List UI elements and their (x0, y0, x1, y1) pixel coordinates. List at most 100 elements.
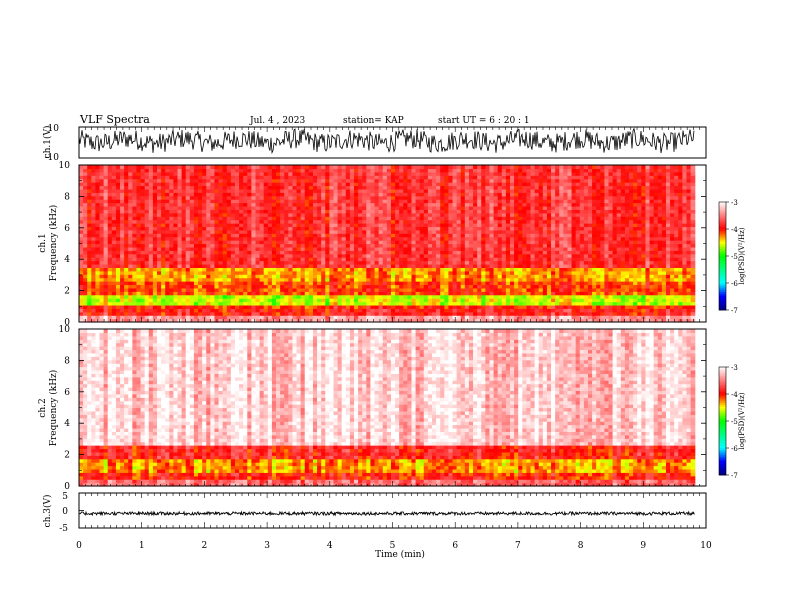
spectrogram-cell (432, 175, 437, 180)
spectrogram-cell (337, 182, 343, 187)
spectrogram-cell (481, 315, 486, 320)
spectrogram-cell (230, 223, 236, 228)
spectrogram-cell (485, 311, 491, 316)
spectrogram-cell (267, 212, 273, 217)
spectrogram-cell (378, 205, 384, 210)
spectrogram-cell (308, 267, 314, 272)
spectrogram-cell (395, 192, 400, 197)
spectrogram-cell (161, 311, 166, 316)
spectrogram-cell (329, 192, 335, 197)
spectrogram-cell (152, 301, 158, 306)
spectrogram-cell (464, 281, 470, 286)
spectrogram-cell (399, 246, 404, 251)
spectrogram-cell (403, 199, 408, 204)
spectrogram-cell (280, 294, 285, 299)
spectrogram-cell (407, 291, 413, 296)
spectrogram-cell (382, 287, 388, 292)
spectrogram-cell (99, 257, 105, 262)
spectrogram-cell (501, 257, 507, 262)
spectrogram-cell (251, 233, 257, 238)
spectrogram-cell (152, 263, 158, 268)
spectrogram-cell (505, 270, 511, 275)
spectrogram-cell (263, 175, 269, 180)
spectrogram-cell (181, 199, 187, 204)
spectrogram-cell (181, 311, 187, 316)
spectrogram-cell (464, 212, 470, 217)
spectrogram-cell (321, 168, 326, 173)
spectrogram-cell (165, 277, 170, 282)
spectrogram-cell (501, 165, 507, 170)
spectrogram-cell (374, 216, 380, 221)
spectrogram-cell (395, 304, 400, 309)
spectrogram-cell (485, 216, 491, 221)
spectrogram-cell (374, 260, 380, 265)
spectrogram-cell (193, 182, 199, 187)
spectrogram-cell (128, 284, 133, 289)
spectrogram-cell (292, 260, 298, 265)
spectrogram-cell (386, 165, 392, 170)
spectrogram-cell (173, 263, 179, 268)
spectrogram-cell (341, 195, 347, 200)
spectrogram-cell (407, 171, 413, 176)
spectrogram-cell (448, 318, 454, 323)
spectrogram-cell (156, 188, 162, 193)
spectrogram-cell (432, 260, 437, 265)
spectrogram-cell (115, 212, 121, 217)
spectrogram-cell (263, 219, 269, 224)
spectrogram-cell (189, 202, 195, 207)
spectrogram-cell (161, 287, 166, 292)
spectrogram-cell (234, 185, 240, 190)
spectrogram-cell (83, 165, 88, 170)
spectrogram-cell (95, 291, 101, 296)
spectrogram-cell (263, 287, 269, 292)
spectrogram-cell (440, 246, 445, 251)
spectrogram-cell (374, 212, 380, 217)
spectrogram-cell (214, 185, 220, 190)
spectrogram-cell (120, 274, 125, 279)
spectrogram-cell (366, 250, 372, 255)
spectrogram-cell (284, 236, 289, 241)
spectrogram-cell (460, 284, 466, 289)
spectrogram-cell (255, 287, 261, 292)
spectrogram-cell (317, 219, 322, 224)
spectrogram-cell (251, 199, 257, 204)
spectrogram-cell (214, 298, 220, 303)
spectrogram-cell (198, 243, 203, 248)
spectrogram-cell (329, 185, 335, 190)
spectrogram-cell (214, 267, 220, 272)
spectrogram-cell (230, 243, 236, 248)
spectrogram-cell (505, 175, 511, 180)
spectrogram-cell (312, 253, 318, 258)
spectrogram-cell (510, 291, 515, 296)
spectrogram-cell (395, 246, 400, 251)
spectrogram-cell (349, 233, 355, 238)
spectrogram-cell (148, 250, 154, 255)
spectrogram-cell (403, 318, 408, 323)
spectrogram-cell (386, 209, 392, 214)
spectrogram-cell (198, 171, 203, 176)
spectrogram-cell (124, 199, 129, 204)
spectrogram-cell (177, 175, 183, 180)
spectrogram-cell (448, 212, 454, 217)
spectrogram-cell (267, 257, 273, 262)
spectrogram-cell (427, 182, 433, 187)
spectrogram-cell (95, 205, 101, 210)
spectrogram-cell (210, 233, 216, 238)
spectrogram-cell (193, 216, 199, 221)
spectrogram-cell (103, 240, 109, 245)
spectrogram-cell (510, 308, 515, 313)
spectrogram-cell (419, 294, 425, 299)
spectrogram-cell (193, 257, 199, 262)
spectrogram-cell (473, 301, 478, 306)
spectrogram-cell (107, 229, 113, 234)
spectrogram-cell (140, 209, 146, 214)
spectrogram-cell (79, 168, 84, 173)
spectrogram-cell (366, 229, 372, 234)
spectrogram-cell (477, 270, 482, 275)
spectrogram-cell (120, 229, 125, 234)
spectrogram-cell (99, 304, 105, 309)
spectrogram-cell (243, 270, 248, 275)
spectrogram-cell (202, 216, 207, 221)
start-time-label: start UT = 6 : 20 : 1 (438, 116, 530, 126)
spectrogram-cell (510, 301, 515, 306)
